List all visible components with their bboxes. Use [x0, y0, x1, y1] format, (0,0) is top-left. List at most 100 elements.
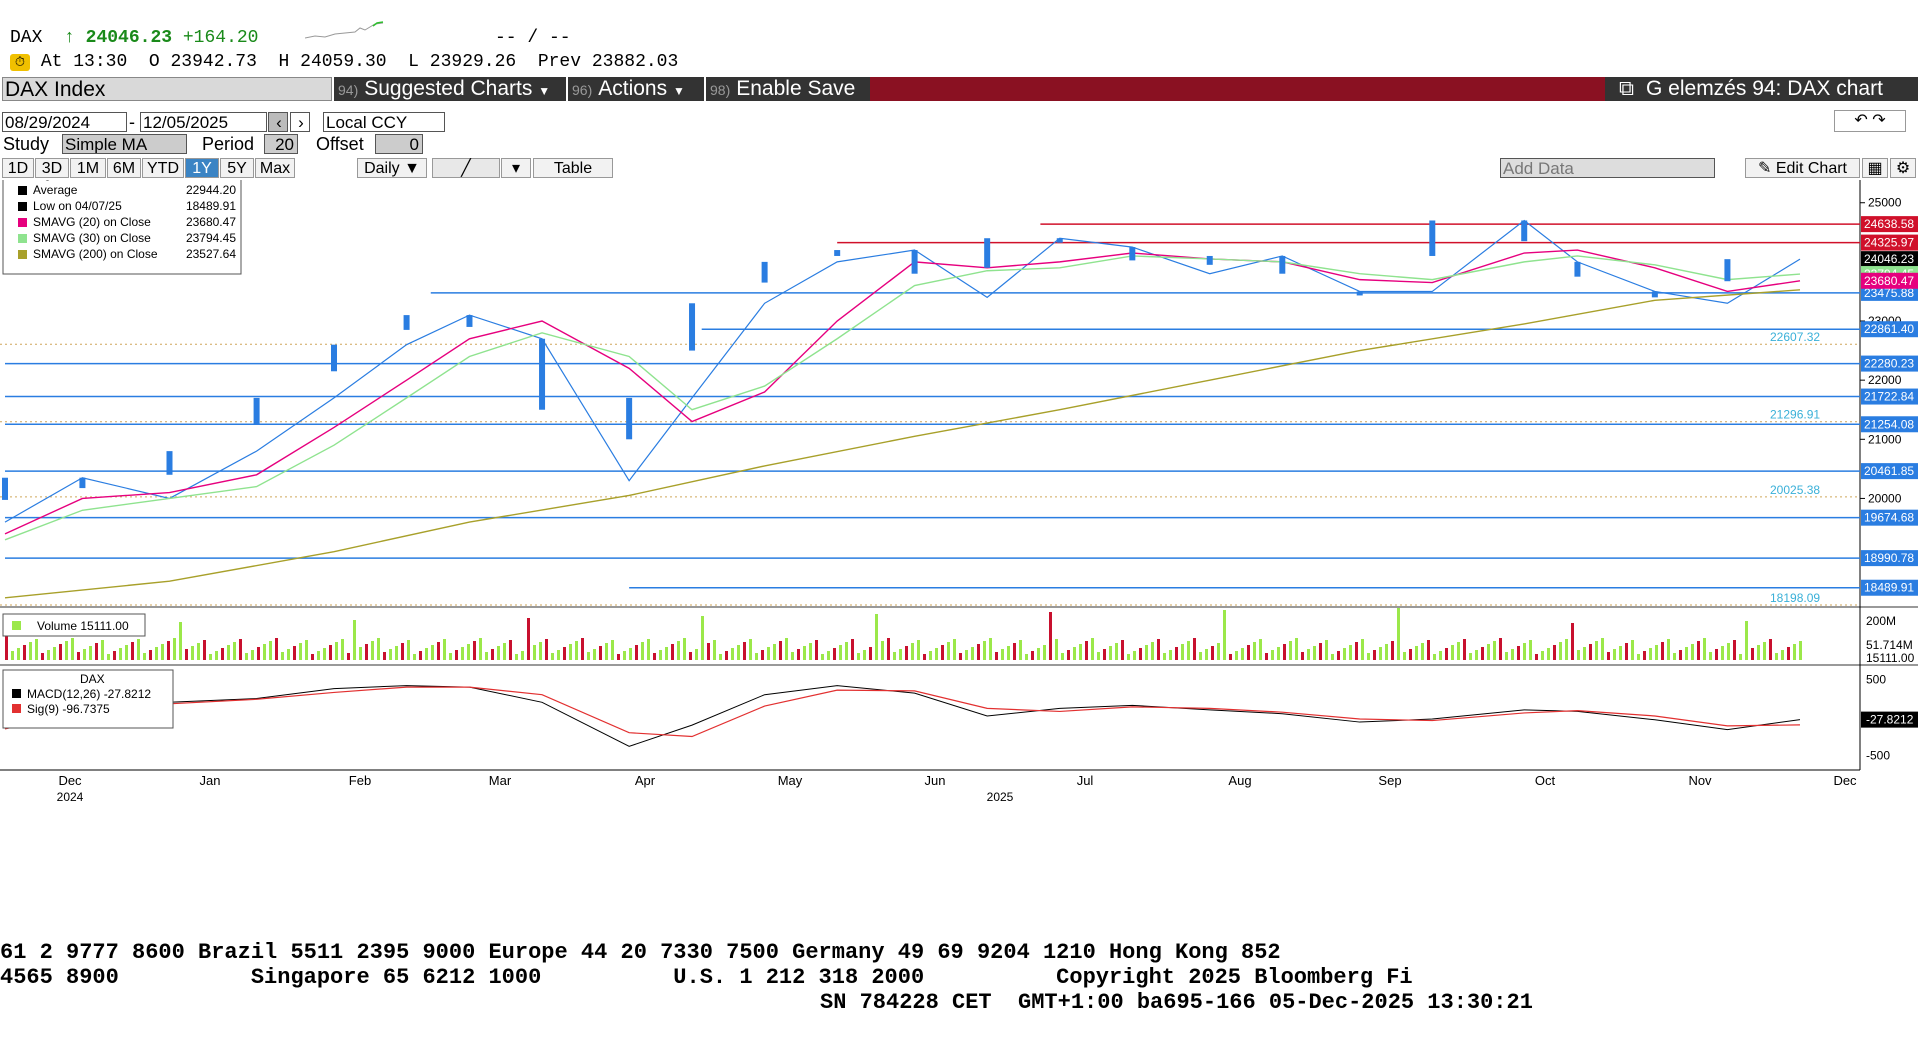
undo-redo-buttons[interactable]: ↶ ↷: [1834, 110, 1906, 132]
footer-line: 61 2 9777 8600 Brazil 5511 2395 9000 Eur…: [0, 940, 1281, 965]
next-arrow-button[interactable]: ›: [290, 112, 310, 132]
macd-line: [4, 685, 1801, 747]
volume-bar: [197, 643, 200, 660]
range-tab-5y[interactable]: 5Y: [220, 158, 254, 178]
suggested-charts-button[interactable]: 94) Suggested Charts ▼: [334, 77, 566, 101]
volume-bar: [1379, 647, 1382, 660]
volume-bar: [1427, 640, 1430, 660]
volume-bar: [917, 640, 920, 660]
volume-bar: [881, 641, 884, 660]
external-link-icon[interactable]: ⧉: [1619, 77, 1634, 100]
level-label: 21254.08: [1864, 417, 1914, 431]
frequency-select[interactable]: Daily ▼: [357, 158, 427, 178]
macd-label-bg: [1861, 711, 1918, 728]
level-label-bg: [1861, 234, 1918, 251]
macd-legend-box: [2, 669, 174, 729]
volume-bar: [1571, 623, 1574, 660]
range-tab-1y[interactable]: 1Y: [185, 158, 219, 178]
volume-bar: [1037, 648, 1040, 660]
range-tab-1d[interactable]: 1D: [2, 158, 34, 178]
volume-bar: [617, 654, 620, 660]
volume-bar: [725, 651, 728, 660]
volume-bar: [731, 648, 734, 660]
level-label-bg: [1861, 416, 1918, 433]
volume-bar: [1691, 644, 1694, 660]
volume-bar: [1697, 641, 1700, 660]
price-label: 23680.47: [1864, 274, 1914, 288]
range-tab-max[interactable]: Max: [255, 158, 295, 178]
study-select[interactable]: Simple MA: [62, 134, 187, 154]
x-tick-label: Dec: [58, 773, 82, 788]
prev-arrow-button[interactable]: ‹: [268, 112, 288, 132]
volume-bar: [809, 643, 812, 660]
dropdown-icon: ▼: [538, 84, 551, 98]
volume-bar: [563, 647, 566, 660]
macd-axis-label: -500: [1866, 749, 1890, 763]
chart-title-bar[interactable]: ⧉ G elemzés 94: DAX chart: [1605, 77, 1918, 101]
period-field[interactable]: 20: [264, 134, 298, 154]
range-tab-3d[interactable]: 3D: [35, 158, 69, 178]
volume-bar: [29, 642, 32, 660]
volume-bar: [1625, 643, 1628, 660]
volume-bar: [941, 645, 944, 660]
volume-bar: [1163, 653, 1166, 660]
volume-bar: [1181, 644, 1184, 660]
chart-settings-icon[interactable]: ▦: [1862, 158, 1888, 178]
level-label: 22861.40: [1864, 322, 1914, 336]
volume-bar: [161, 644, 164, 660]
add-data-input[interactable]: Add Data: [1500, 158, 1715, 178]
chart-type-button[interactable]: ╱: [432, 158, 500, 178]
alert-icon[interactable]: ⏱: [10, 54, 30, 71]
volume-bar: [797, 649, 800, 660]
offset-field[interactable]: 0: [375, 134, 423, 154]
actions-button[interactable]: 96) Actions ▼: [568, 77, 704, 101]
volume-bar: [719, 654, 722, 660]
volume-bar: [755, 653, 758, 660]
volume-bar: [1505, 652, 1508, 660]
volume-bar: [215, 651, 218, 660]
volume-bar: [1613, 649, 1616, 660]
quote-line: DAX ↑ 24046.23 +164.20: [10, 28, 259, 48]
volume-bar: [71, 638, 74, 660]
level-label: 19674.68: [1864, 511, 1914, 525]
volume-bar: [275, 638, 278, 660]
volume-bar: [1607, 652, 1610, 660]
volume-bar: [383, 652, 386, 660]
volume-bar: [359, 647, 362, 660]
up-arrow-icon: ↑: [64, 28, 75, 48]
volume-bar: [1433, 654, 1436, 660]
level-label: 18990.78: [1864, 551, 1914, 565]
range-tab-1m[interactable]: 1M: [70, 158, 106, 178]
start-date-field[interactable]: 08/29/2024: [2, 112, 127, 132]
footer: 61 2 9777 8600 Brazil 5511 2395 9000 Eur…: [0, 940, 1918, 1015]
volume-bar: [1787, 647, 1790, 660]
volume-bar: [407, 640, 410, 660]
enable-save-button[interactable]: 98) Enable Save: [706, 77, 870, 101]
volume-bar: [1727, 643, 1730, 660]
range-tab-6m[interactable]: 6M: [107, 158, 141, 178]
volume-bar: [1241, 648, 1244, 660]
legend-value: 23527.64: [186, 247, 236, 261]
price-chart[interactable]: 200002100022000230002500024638.5824325.9…: [0, 180, 1918, 915]
table-button[interactable]: Table: [533, 158, 613, 178]
x-tick-label: Dec: [1833, 773, 1857, 788]
end-date-field[interactable]: 12/05/2025: [140, 112, 267, 132]
volume-bar: [1115, 643, 1118, 660]
level-label-bg: [1861, 284, 1918, 301]
volume-bar: [11, 651, 14, 660]
volume-bar: [1601, 638, 1604, 660]
dropdown-icon[interactable]: ▾: [501, 158, 531, 178]
range-tab-ytd[interactable]: YTD: [142, 158, 184, 178]
price-candle: [1574, 261, 1581, 277]
volume-bar: [683, 638, 686, 660]
volume-bar: [293, 646, 296, 660]
currency-select[interactable]: Local CCY: [323, 112, 445, 132]
price-candle: [253, 397, 260, 425]
y-tick-label: 20000: [1868, 491, 1902, 505]
volume-bar: [1655, 645, 1658, 660]
edit-chart-button[interactable]: ✎ Edit Chart: [1745, 158, 1860, 178]
volume-bar: [1175, 647, 1178, 660]
gear-icon[interactable]: ⚙: [1890, 158, 1916, 178]
ticker-input[interactable]: DAX Index: [2, 77, 332, 101]
volume-bar: [257, 647, 260, 660]
